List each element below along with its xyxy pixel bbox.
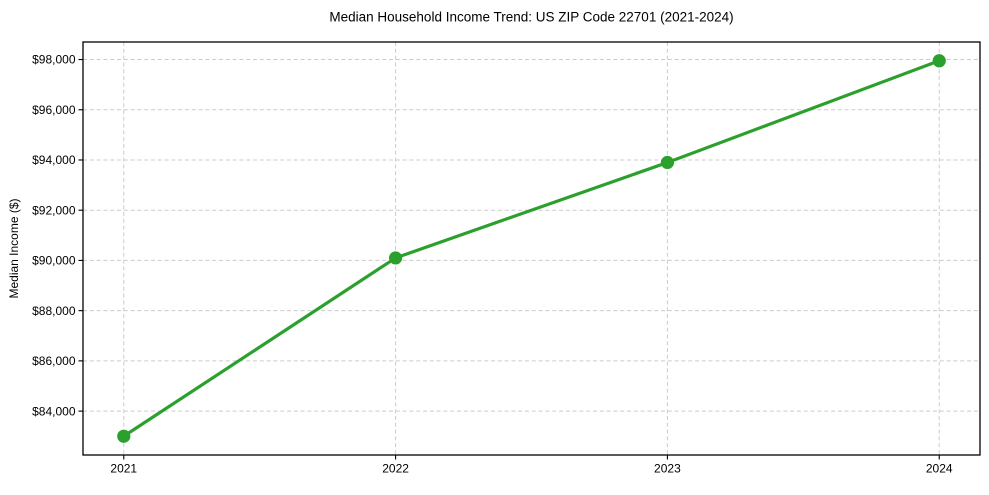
x-tick-label: 2022	[382, 462, 409, 476]
y-tick-label: $96,000	[32, 103, 76, 117]
y-tick-label: $86,000	[32, 354, 76, 368]
y-tick-labels: $84,000 $86,000 $88,000 $90,000 $92,000 $94,0…	[32, 53, 76, 419]
data-point-marker	[388, 251, 403, 265]
series-line-path	[122, 59, 941, 438]
y-tick-label: $92,000	[32, 203, 76, 217]
data-point-marker	[660, 155, 675, 170]
y-tick-label: $98,000	[32, 53, 76, 67]
x-tick-label: 2024	[926, 462, 953, 476]
x-tick-labels: 2021 2022 2023 2024	[110, 462, 952, 476]
y-tick-label: $94,000	[32, 153, 76, 167]
axis-ticks	[78, 58, 940, 460]
y-tick-label: $84,000	[32, 404, 76, 418]
data-point-marker	[932, 54, 946, 68]
series-line	[117, 54, 946, 443]
gridlines	[83, 42, 980, 455]
x-tick-label: 2021	[110, 462, 137, 476]
y-tick-label: $88,000	[32, 304, 76, 318]
y-axis-label: Median Income ($)	[7, 198, 21, 298]
chart-title: Median Household Income Trend: US ZIP Co…	[329, 10, 733, 25]
plot-frame	[82, 41, 981, 456]
y-tick-label: $90,000	[32, 254, 76, 268]
data-point-marker	[117, 429, 131, 443]
x-tick-label: 2023	[654, 462, 681, 476]
